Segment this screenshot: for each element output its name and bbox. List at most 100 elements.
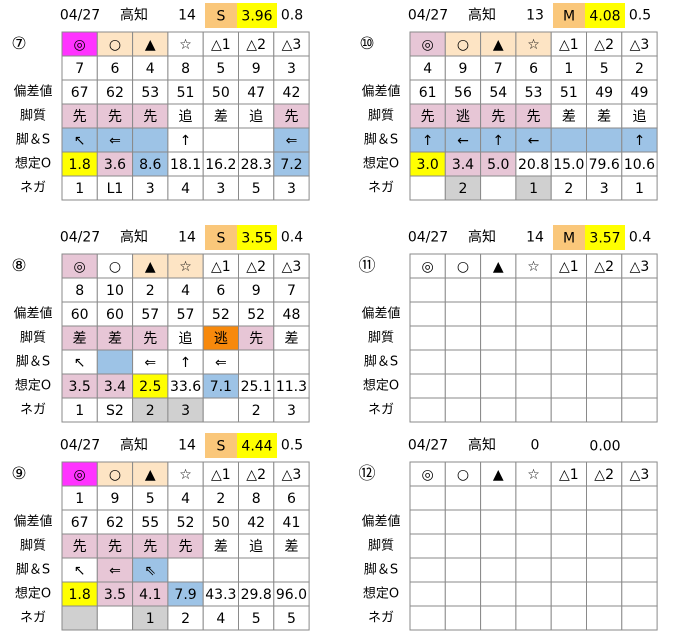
date: 04/27 xyxy=(408,230,448,246)
mark: ☆ xyxy=(179,467,192,483)
value: 3.4 xyxy=(452,157,474,173)
value-cell xyxy=(273,151,310,177)
value: 15.0 xyxy=(553,157,584,173)
value-cell xyxy=(515,175,552,201)
empty-cell xyxy=(409,325,446,351)
value-cell xyxy=(238,509,275,535)
mark: △2 xyxy=(594,467,614,483)
index: 3.57 xyxy=(589,231,620,247)
value: 3.0 xyxy=(417,157,439,173)
value-cell xyxy=(61,277,98,303)
value: 9 xyxy=(110,491,119,507)
panel-number: ⑨ xyxy=(11,464,26,484)
value-cell xyxy=(132,79,169,105)
value: 3 xyxy=(216,181,225,197)
value: 1.8 xyxy=(69,587,91,603)
value-cell xyxy=(202,485,239,511)
row-label: 脚質 xyxy=(368,108,394,124)
empty-cell xyxy=(586,373,623,399)
value-cell xyxy=(444,127,482,153)
value: 42 xyxy=(283,85,301,101)
mark-cell xyxy=(621,461,658,487)
value: ↑ xyxy=(180,133,192,149)
value: 差 xyxy=(562,109,576,125)
value-cell xyxy=(273,557,310,583)
empty-cell xyxy=(515,325,552,351)
value-cell xyxy=(167,557,204,583)
mark: ☆ xyxy=(179,37,192,53)
value-cell xyxy=(444,175,482,201)
mark: ▲ xyxy=(145,259,156,275)
value: 7 xyxy=(494,61,503,77)
date: 04/27 xyxy=(60,230,100,246)
value-cell xyxy=(96,373,134,399)
mark-cell xyxy=(238,31,275,57)
value: ← xyxy=(457,133,469,149)
value-cell xyxy=(238,581,275,607)
mark: ◎ xyxy=(422,259,434,275)
empty-cell xyxy=(586,325,623,351)
mark: ◎ xyxy=(74,259,86,275)
mark-cell xyxy=(167,253,204,279)
value: 67 xyxy=(71,515,89,531)
value: 1 xyxy=(529,181,538,197)
row-label: 脚＆S xyxy=(16,354,50,370)
value: 51 xyxy=(560,85,578,101)
row-label: 想定O xyxy=(363,378,399,394)
mark-cell xyxy=(586,31,623,57)
mark: ◎ xyxy=(74,37,86,53)
row-label: 偏差値 xyxy=(361,84,400,100)
value-cell xyxy=(586,103,623,129)
empty-cell xyxy=(480,509,517,535)
mark: ▲ xyxy=(145,37,156,53)
value-cell xyxy=(202,301,239,327)
value-cell xyxy=(586,127,623,153)
empty-cell xyxy=(480,557,517,583)
empty-cell xyxy=(515,533,552,559)
empty-cell xyxy=(550,277,588,303)
row-label: 想定O xyxy=(15,586,51,602)
value: 42 xyxy=(247,515,265,531)
value-cell xyxy=(132,127,169,153)
diff: 0.5 xyxy=(629,8,651,24)
empty-cell xyxy=(409,533,446,559)
empty-cell xyxy=(480,581,517,607)
row-label: 脚質 xyxy=(20,330,46,346)
date: 04/27 xyxy=(60,8,100,24)
value: 8 xyxy=(181,61,190,77)
value: 2 xyxy=(252,403,261,419)
value: 8.6 xyxy=(139,157,161,173)
value-cell xyxy=(96,397,134,423)
empty-cell xyxy=(550,349,588,375)
value: 2 xyxy=(458,181,467,197)
mark-cell xyxy=(409,253,446,279)
mark: ○ xyxy=(109,467,121,483)
value-cell xyxy=(132,533,169,559)
grade: S xyxy=(217,439,226,455)
value: 5 xyxy=(252,611,261,627)
value: 7 xyxy=(75,61,84,77)
row-label: 想定O xyxy=(363,156,399,172)
value: 先 xyxy=(143,331,157,347)
mark: △3 xyxy=(630,37,650,53)
value-cell xyxy=(96,533,134,559)
course: 高知 xyxy=(468,7,496,24)
empty-cell xyxy=(409,509,446,535)
value-cell xyxy=(61,509,98,535)
value-cell xyxy=(61,605,98,631)
empty-cell xyxy=(444,533,482,559)
value: 3.4 xyxy=(104,379,126,395)
value-cell xyxy=(273,301,310,327)
value: 3.5 xyxy=(69,379,91,395)
value: 5 xyxy=(252,181,261,197)
empty-cell xyxy=(621,301,658,327)
value-cell xyxy=(132,581,169,607)
value-cell xyxy=(480,175,517,201)
empty-cell xyxy=(409,373,446,399)
value: 56 xyxy=(454,85,472,101)
value: 7.1 xyxy=(210,379,232,395)
value: 6 xyxy=(110,61,119,77)
value: 55 xyxy=(141,515,159,531)
row-label: ネガ xyxy=(20,611,46,626)
empty-cell xyxy=(480,325,517,351)
